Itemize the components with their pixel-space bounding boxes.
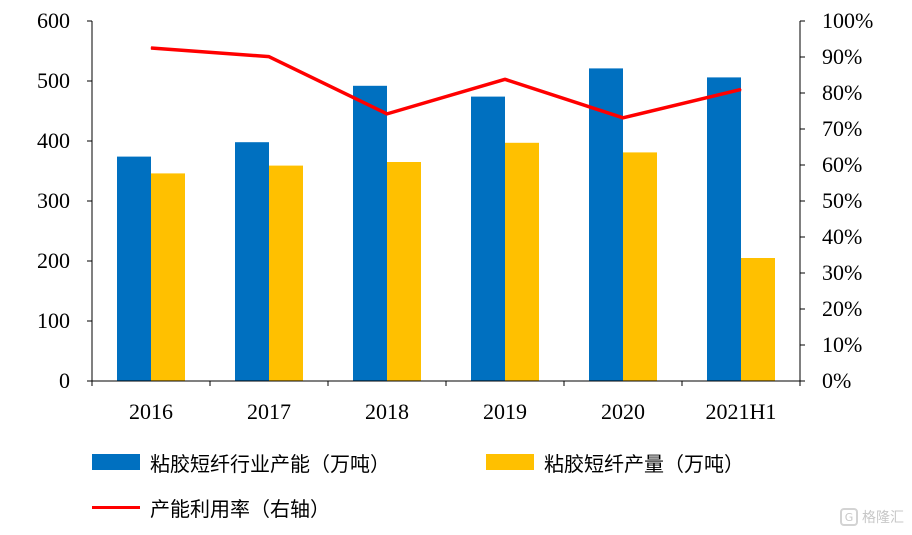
x-axis: 2016 2017 2018 2019 2020 2021H1 [91, 380, 801, 424]
right-tick-label: 80% [822, 80, 862, 105]
left-tick-label: 0 [59, 368, 70, 393]
right-tick-label: 0% [822, 368, 851, 393]
left-y-axis: 0 100 200 300 400 500 600 [37, 8, 93, 393]
bar-capacity [589, 68, 623, 382]
gelonghui-logo-icon: G [840, 508, 858, 526]
x-tick-label: 2017 [247, 399, 291, 424]
utilization-point [622, 117, 624, 119]
bar-output [387, 162, 421, 381]
bar-capacity [707, 77, 741, 382]
right-y-axis: 0% 10% 20% 30% 40% 50% 60% 70% 80% 90% 100% [799, 8, 873, 393]
legend-swatch-output [486, 454, 534, 470]
bar-series [117, 68, 775, 382]
legend-label-utilization: 产能利用率（右轴） [150, 496, 330, 521]
utilization-point [740, 88, 742, 90]
right-tick-label: 90% [822, 44, 862, 69]
bar-output [741, 258, 775, 381]
left-tick-label: 400 [37, 128, 70, 153]
utilization-point [150, 47, 152, 49]
watermark: G 格隆汇 [840, 507, 904, 527]
x-tick-label: 2019 [483, 399, 527, 424]
right-tick-label: 30% [822, 260, 862, 285]
x-tick-label: 2016 [129, 399, 173, 424]
x-tick-label: 2020 [601, 399, 645, 424]
left-tick-label: 100 [37, 308, 70, 333]
line-series [150, 46, 742, 120]
utilization-point [504, 78, 506, 80]
bar-capacity [353, 85, 387, 382]
legend-label-capacity: 粘胶短纤行业产能（万吨） [150, 451, 390, 476]
chart-legend: 粘胶短纤行业产能（万吨） 粘胶短纤产量（万吨） 产能利用率（右轴） [92, 446, 892, 526]
right-tick-label: 70% [822, 116, 862, 141]
bar-output [623, 152, 657, 381]
legend-label-output: 粘胶短纤产量（万吨） [544, 451, 744, 476]
right-tick-label: 60% [822, 152, 862, 177]
legend-item-utilization: 产能利用率（右轴） [92, 491, 330, 523]
legend-item-output: 粘胶短纤产量（万吨） [486, 446, 744, 478]
right-tick-label: 50% [822, 188, 862, 213]
right-tick-label: 10% [822, 332, 862, 357]
right-tick-label: 40% [822, 224, 862, 249]
bar-capacity [471, 96, 505, 381]
utilization-point [386, 113, 388, 115]
right-tick-label: 20% [822, 296, 862, 321]
watermark-text: 格隆汇 [862, 510, 904, 526]
bar-output [151, 173, 185, 381]
chart-canvas: 0 100 200 300 400 500 600 0% 10% 20% 30% 40% 50% 60%… [37, 8, 873, 424]
left-tick-label: 500 [37, 68, 70, 93]
utilization-line [150, 46, 742, 120]
left-tick-label: 300 [37, 188, 70, 213]
bar-output [505, 142, 539, 381]
left-tick-label: 200 [37, 248, 70, 273]
right-tick-label: 100% [822, 8, 873, 33]
legend-item-capacity: 粘胶短纤行业产能（万吨） [92, 446, 390, 478]
legend-swatch-capacity [92, 454, 140, 470]
legend-swatch-utilization [92, 505, 140, 509]
left-tick-label: 600 [37, 8, 70, 33]
bar-capacity [117, 156, 151, 381]
bar-output [269, 165, 303, 381]
utilization-point [268, 56, 270, 58]
bar-capacity [235, 142, 269, 381]
x-tick-label: 2018 [365, 399, 409, 424]
x-tick-label: 2021H1 [706, 399, 777, 424]
